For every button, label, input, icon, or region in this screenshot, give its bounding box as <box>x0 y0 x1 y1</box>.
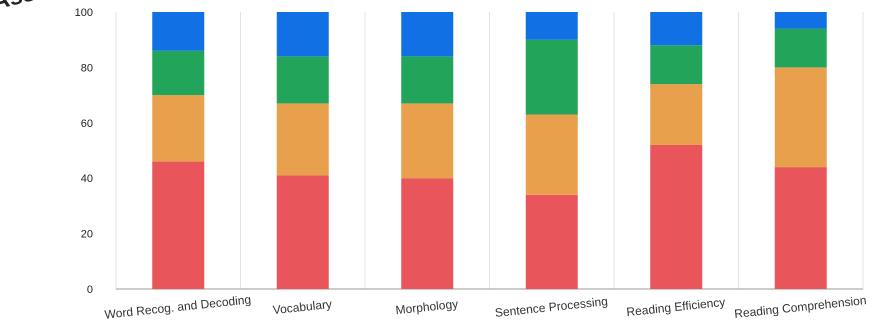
bar-segment <box>401 56 454 104</box>
x-axis-labels: Word Recog. and Decoding Vocabulary Morpho… <box>104 292 867 321</box>
x-tick-label: Word Recog. and Decoding <box>104 292 252 321</box>
x-tick-label: Morphology <box>395 297 459 317</box>
bar-segment <box>152 50 205 96</box>
y-tick-label: 40 <box>81 173 93 185</box>
chart-title-fragment: Asse <box>0 0 51 16</box>
bar-segment <box>276 12 329 57</box>
x-tick-label: Reading Comprehension <box>734 293 867 321</box>
bar-segment <box>152 161 205 289</box>
bar-segment <box>152 12 205 51</box>
bar-segment <box>774 67 827 168</box>
bar-segment <box>650 45 703 85</box>
bar-segment <box>774 167 827 289</box>
y-tick-label: 20 <box>81 229 93 241</box>
bar-segment <box>401 12 454 57</box>
bar-segment <box>276 56 329 104</box>
y-tick-label: 80 <box>81 62 93 74</box>
bar-segment <box>276 103 329 176</box>
bars <box>152 12 827 289</box>
bar-segment <box>525 194 578 289</box>
bar-segment <box>650 144 703 289</box>
bar-segment <box>525 114 578 195</box>
x-tick-label: Sentence Processing <box>494 294 608 320</box>
bar-segment <box>401 103 454 179</box>
bar-segment <box>525 12 578 40</box>
bar-segment <box>152 95 205 162</box>
bar-segment <box>774 12 827 29</box>
bar-segment <box>401 178 454 289</box>
bar-segment <box>276 175 329 289</box>
bar-segment <box>525 39 578 115</box>
y-tick-label: 100 <box>75 7 93 19</box>
gridlines <box>115 12 864 289</box>
x-tick-label: Vocabulary <box>272 297 333 317</box>
bar-segment <box>650 12 703 46</box>
x-tick-label: Reading Efficiency <box>626 295 726 319</box>
y-tick-label: 0 <box>87 284 93 296</box>
bar-segment <box>650 84 703 145</box>
y-tick-label: 60 <box>81 118 93 130</box>
bar-segment <box>774 28 827 68</box>
y-axis: 0 20 40 60 80 100 <box>75 7 863 296</box>
